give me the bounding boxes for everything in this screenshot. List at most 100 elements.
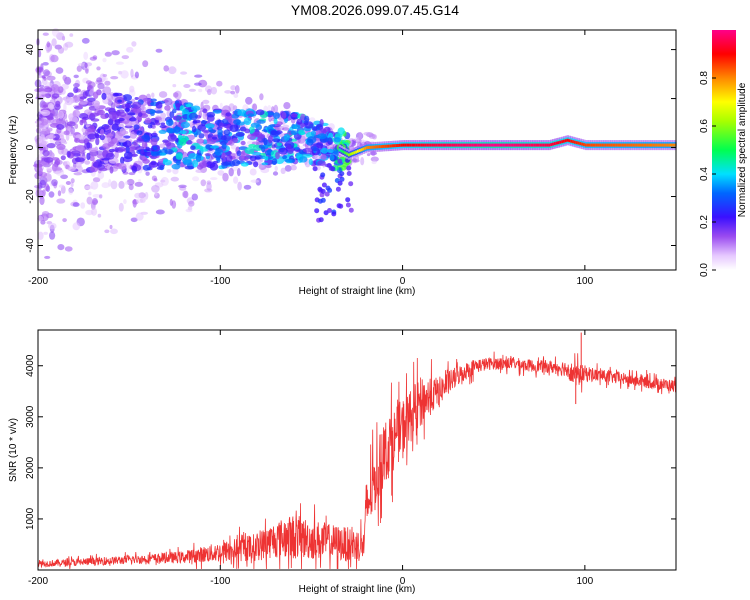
heatmap-blob	[212, 136, 218, 140]
heatmap-ridge-cell	[564, 139, 568, 143]
heatmap-ridge-cell	[519, 143, 522, 147]
heatmap-blob	[109, 224, 113, 230]
heatmap-blob	[273, 104, 279, 113]
heatmap-ridge-cell	[495, 143, 498, 147]
heatmap-blob	[134, 71, 139, 79]
heatmap-blob	[201, 120, 208, 124]
heatmap-blob	[79, 119, 84, 126]
heatmap-blob	[151, 124, 157, 129]
heatmap-ridge-cell	[398, 143, 402, 147]
heatmap-blob	[72, 222, 81, 231]
heatmap-blob	[86, 152, 91, 161]
heatmap-blob	[92, 194, 101, 198]
snr-y-tick-label: 2000	[25, 456, 36, 479]
heatmap-blob	[188, 200, 195, 207]
heatmap-ridge-cell	[444, 143, 447, 147]
heatmap-blob	[37, 49, 42, 58]
heatmap-blob	[126, 46, 134, 53]
heatmap-blob	[259, 93, 264, 101]
heatmap-ridge-cell	[439, 143, 442, 147]
heatmap-blob	[41, 128, 51, 135]
heatmap-ridge-cell	[426, 143, 429, 147]
heatmap-blob	[304, 115, 310, 124]
heatmap-blob	[104, 51, 112, 57]
heatmap-blob	[70, 182, 74, 187]
heatmap-x-tick-label: 100	[577, 276, 594, 287]
heatmap-blob	[125, 107, 130, 113]
heatmap-blob	[171, 163, 181, 170]
heatmap-y-label: Frequency (Hz)	[8, 116, 19, 185]
heatmap-ridge-cell	[351, 151, 354, 155]
heatmap-blob	[243, 184, 252, 190]
heatmap-ridge-cell	[353, 151, 356, 155]
colorbar-tick-label: 0.6	[699, 119, 710, 133]
heatmap-ridge-cell	[548, 143, 551, 147]
heatmap-blob	[282, 155, 288, 160]
heatmap-blob	[118, 202, 124, 212]
heatmap-ridge-cell	[344, 151, 347, 155]
heatmap-blob	[248, 126, 255, 134]
heatmap-ridge-cell	[477, 143, 480, 147]
heatmap-blob	[38, 191, 45, 198]
heatmap-blob	[72, 109, 81, 118]
heatmap-blob	[118, 137, 127, 143]
heatmap-blob	[92, 161, 103, 168]
heatmap-ridge-cell	[630, 143, 633, 147]
heatmap-blob	[225, 154, 233, 163]
heatmap-ridge-cell	[358, 149, 362, 152]
heatmap-blob	[270, 131, 281, 136]
heatmap-ridge-cell	[481, 143, 484, 147]
heatmap-blob	[108, 111, 117, 120]
heatmap-ridge-cell	[555, 141, 559, 145]
heatmap-blob	[251, 151, 262, 156]
heatmap-ridge-cell	[654, 143, 657, 147]
heatmap-ridge-cell	[460, 143, 464, 147]
heatmap-blob	[320, 188, 326, 194]
heatmap-blob	[312, 166, 318, 172]
heatmap-ridge-cell	[435, 143, 438, 147]
heatmap-blob	[114, 118, 121, 126]
heatmap-blob	[151, 92, 155, 98]
heatmap-ridge-cell	[347, 153, 351, 157]
heatmap-blob	[75, 134, 85, 140]
heatmap-ridge-cell	[371, 145, 375, 149]
heatmap-blob	[206, 182, 212, 191]
snr-x-tick-label: 100	[577, 576, 594, 587]
heatmap-frame	[37, 29, 677, 271]
snr-x-label: Height of straight line (km)	[299, 584, 416, 595]
heatmap-blob	[116, 146, 126, 152]
heatmap-ridge-cell	[488, 143, 491, 147]
heatmap-blob	[98, 167, 108, 172]
heatmap-ridge-cell	[594, 143, 597, 147]
heatmap-blob	[177, 134, 183, 140]
heatmap-blob	[70, 178, 75, 184]
heatmap-ridge-cell	[601, 143, 604, 147]
heatmap-ridge-cell	[615, 143, 619, 147]
heatmap-blob	[324, 191, 330, 197]
heatmap-ridge-cell	[490, 143, 493, 147]
heatmap-ridge-cell	[524, 143, 528, 147]
heatmap-ridge-cell	[504, 143, 508, 147]
heatmap-ridge-cell	[530, 143, 533, 147]
heatmap-ridge-cell	[360, 148, 364, 152]
heatmap-blob	[167, 134, 177, 142]
heatmap-blob	[86, 97, 96, 102]
heatmap-ridge-cell	[473, 143, 477, 147]
heatmap-blob	[179, 130, 187, 135]
heatmap-blob	[221, 152, 226, 159]
heatmap-ridge-cell	[364, 146, 367, 150]
heatmap-blob	[89, 155, 95, 162]
heatmap-blob	[171, 200, 177, 209]
heatmap-blob	[346, 165, 352, 171]
heatmap-blob	[283, 102, 291, 110]
heatmap-blob	[163, 97, 173, 106]
heatmap-blob	[302, 147, 313, 153]
heatmap-ridge-cell	[466, 143, 469, 147]
heatmap-blob	[346, 171, 352, 176]
heatmap-blob	[46, 41, 51, 48]
heatmap-blob	[141, 140, 148, 149]
heatmap-blob	[96, 77, 103, 83]
heatmap-blob	[101, 182, 110, 189]
heatmap-blob	[317, 160, 326, 166]
